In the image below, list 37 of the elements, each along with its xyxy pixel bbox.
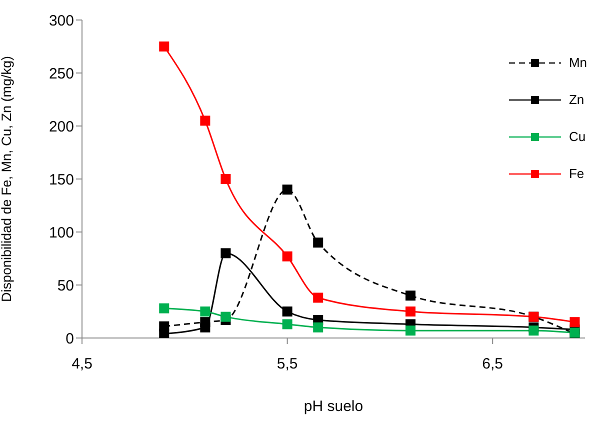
point [220,248,231,258]
point [159,303,170,314]
point [528,326,539,336]
point [313,292,324,303]
y-tick-label: 50 [57,277,74,294]
y-tick-label: 200 [48,118,74,136]
point [282,184,292,195]
point [159,42,170,52]
point [313,238,324,248]
point [405,290,416,301]
point [405,306,416,316]
y-axis-title: Disponibilidad de Fe, Mn, Cu, Zn (mg/kg) [0,56,14,302]
point [282,306,292,316]
y-tick-label: 100 [48,224,74,242]
point [200,116,210,126]
point [282,319,292,330]
point [405,326,416,336]
y-tick-label: 300 [48,12,74,30]
x-tick-label: 4,5 [72,356,92,373]
x-tick-label: 6,5 [482,356,504,373]
point [570,317,580,328]
point [220,312,231,322]
point [200,306,210,316]
x-axis-title: pH suelo [304,398,364,415]
legend-label: Mn [568,55,587,70]
y-tick-label: 150 [48,171,74,188]
point [282,251,292,262]
legend-label: Cu [568,129,586,144]
legend-label: Fe [568,166,584,181]
legend-label: Zn [568,92,584,107]
y-tick-label: 0 [66,330,74,348]
point [220,174,231,184]
point [313,322,324,332]
y-tick-label: 250 [48,65,74,82]
x-tick-label: 5,5 [276,356,298,373]
point [159,328,170,338]
point [200,322,210,332]
